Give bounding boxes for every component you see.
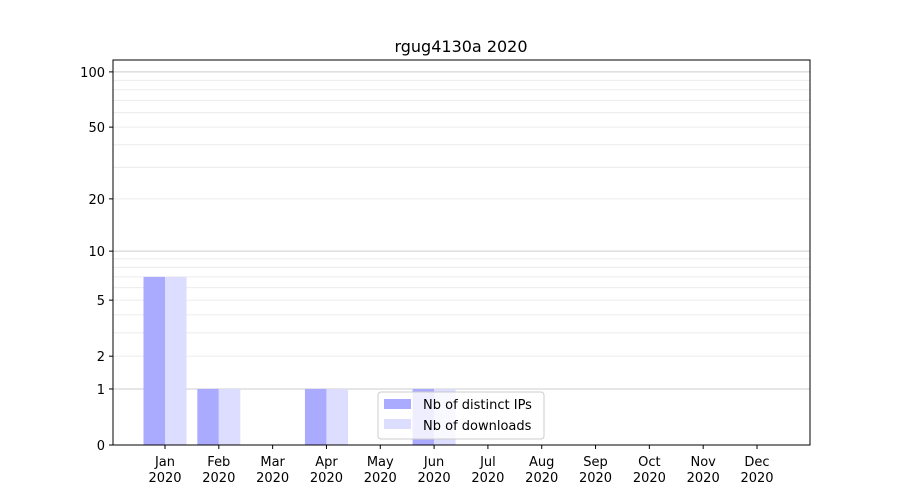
x-tick-label: Feb 2020 — [202, 455, 235, 486]
x-tick-label-line: 2020 — [633, 471, 666, 486]
y-tick-label: 20 — [88, 193, 105, 208]
x-tick-label-line: Mar — [260, 455, 285, 470]
x-tick-label-line: 2020 — [471, 471, 504, 486]
x-tick-label: Jun 2020 — [418, 455, 451, 486]
x-tick-label-line: 2020 — [256, 471, 289, 486]
x-tick-label-line: Jun — [423, 455, 444, 470]
x-tick-label-line: 2020 — [740, 471, 773, 486]
x-tick-label: Dec 2020 — [740, 455, 773, 486]
legend-box — [377, 391, 545, 440]
x-tick-label-line: 2020 — [310, 471, 343, 486]
x-tick-label-line: Nov — [690, 455, 716, 470]
y-tick-label: 2 — [97, 350, 105, 365]
y-tick-label: 50 — [88, 121, 105, 136]
x-tick-label-line: 2020 — [579, 471, 612, 486]
x-tick-label: May 2020 — [364, 455, 397, 486]
bar-distinct-ips — [304, 388, 327, 445]
grid — [113, 71, 810, 390]
legend-label-ips: Nb of distinct IPs — [423, 398, 532, 413]
legend: Nb of distinct IPs Nb of downloads — [377, 391, 545, 440]
y-tick-label: 10 — [88, 245, 105, 260]
x-tick-label-line: Dec — [744, 455, 769, 470]
x-tick-label-line: 2020 — [418, 471, 451, 486]
x-tick-label-line: Jul — [479, 455, 496, 470]
y-tick-label: 100 — [80, 66, 105, 81]
x-tick-label-line: 2020 — [148, 471, 181, 486]
x-tick-label: Jan 2020 — [148, 455, 181, 486]
y-tick-label: 0 — [97, 439, 105, 454]
x-tick-label-line: May — [367, 455, 394, 470]
x-tick-label: Aug 2020 — [525, 455, 558, 486]
y-axis: 0 1 2 5 10 20 50 100 — [80, 66, 113, 454]
x-tick-label-line: 2020 — [687, 471, 720, 486]
x-tick-label-line: Apr — [315, 455, 338, 470]
x-tick-label-line: Sep — [583, 455, 608, 470]
bar-downloads — [326, 388, 348, 445]
plot-frame — [112, 59, 811, 446]
x-tick-label: Jul 2020 — [471, 455, 504, 486]
x-tick-label-line: 2020 — [364, 471, 397, 486]
chart-title: rgug4130a 2020 — [394, 37, 527, 56]
bar-distinct-ips — [143, 276, 165, 445]
legend-swatch-downloads — [384, 419, 411, 429]
x-tick-label-line: Oct — [638, 455, 660, 470]
bar-downloads — [218, 388, 241, 445]
x-tick-label-line: Jan — [154, 455, 175, 470]
y-tick-label: 1 — [97, 383, 105, 398]
x-tick-label-line: Feb — [207, 455, 230, 470]
x-tick-label: Sep 2020 — [579, 455, 612, 486]
bar-distinct-ips — [197, 388, 219, 445]
x-tick-label-line: Aug — [529, 455, 554, 470]
x-tick-label: Mar 2020 — [256, 455, 289, 486]
x-tick-label: Oct 2020 — [633, 455, 666, 486]
legend-swatch-ips — [384, 399, 411, 409]
x-tick-label-line: 2020 — [202, 471, 235, 486]
x-tick-label-line: 2020 — [525, 471, 558, 486]
y-tick-label: 5 — [97, 294, 105, 309]
bar-downloads — [165, 276, 187, 445]
x-tick-label: Nov 2020 — [687, 455, 720, 486]
x-tick-label: Apr 2020 — [310, 455, 343, 486]
legend-label-downloads: Nb of downloads — [423, 419, 532, 434]
